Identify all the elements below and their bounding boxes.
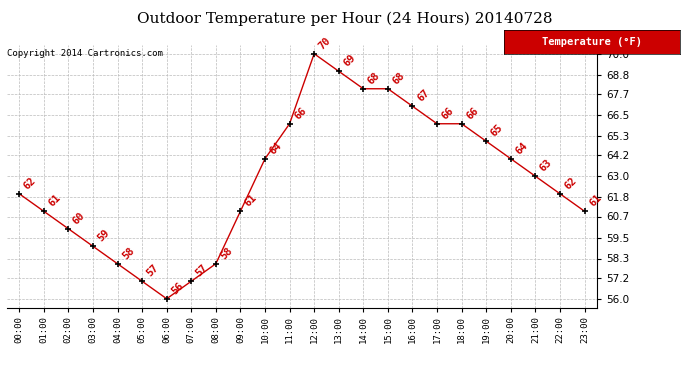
Text: 61: 61 [587, 192, 603, 208]
Text: 66: 66 [464, 105, 480, 121]
Text: 62: 62 [22, 175, 38, 191]
Text: 63: 63 [538, 158, 554, 174]
Text: 67: 67 [415, 87, 431, 104]
Text: 59: 59 [96, 228, 112, 243]
Text: 66: 66 [293, 105, 308, 121]
Text: 66: 66 [440, 105, 456, 121]
Text: 61: 61 [243, 192, 259, 208]
Text: 58: 58 [120, 245, 136, 261]
Text: 56: 56 [170, 280, 186, 296]
Text: 64: 64 [513, 140, 529, 156]
Text: 69: 69 [342, 53, 357, 69]
Text: 62: 62 [563, 175, 579, 191]
Text: 57: 57 [194, 262, 210, 279]
Text: Copyright 2014 Cartronics.com: Copyright 2014 Cartronics.com [7, 49, 163, 58]
Text: 61: 61 [46, 192, 63, 208]
Text: 68: 68 [366, 70, 382, 86]
Text: 65: 65 [489, 123, 505, 138]
Text: 60: 60 [71, 210, 87, 226]
Text: 70: 70 [317, 35, 333, 51]
Text: 58: 58 [219, 245, 235, 261]
Text: Outdoor Temperature per Hour (24 Hours) 20140728: Outdoor Temperature per Hour (24 Hours) … [137, 11, 553, 26]
Text: 64: 64 [268, 140, 284, 156]
Text: Temperature (°F): Temperature (°F) [542, 37, 642, 47]
Text: 68: 68 [391, 70, 406, 86]
Text: 57: 57 [145, 262, 161, 279]
